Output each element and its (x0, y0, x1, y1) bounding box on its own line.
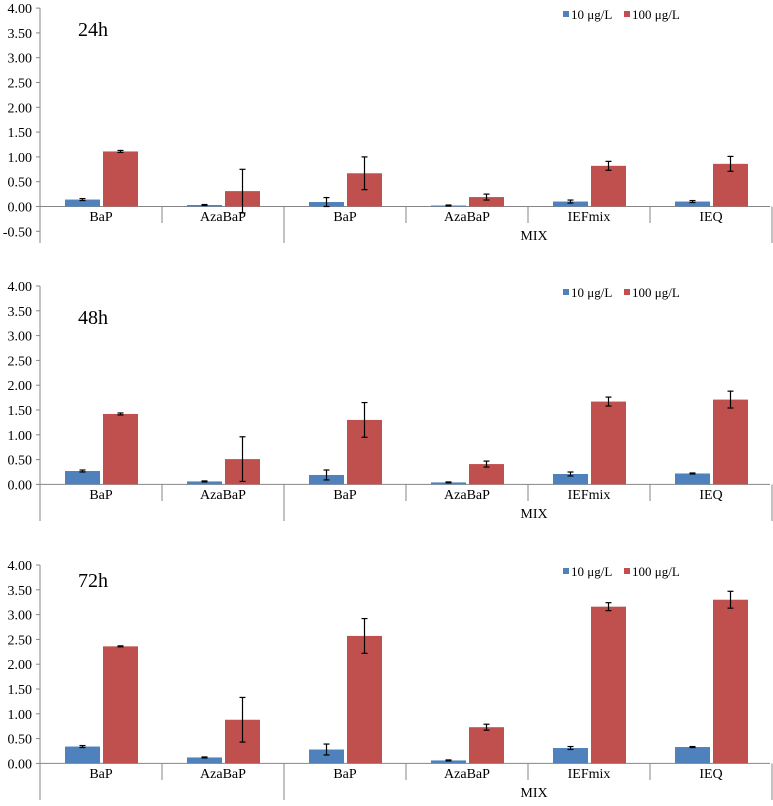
category-label: AzaBaP (444, 210, 490, 225)
y-tick-label: 3.50 (8, 305, 33, 320)
bar-10-0 (65, 746, 100, 764)
bar-100-0 (103, 646, 138, 764)
y-tick-label: 2.00 (8, 379, 33, 394)
legend-swatch-100 (624, 289, 630, 295)
bar-10-1 (187, 757, 222, 764)
y-tick-label: 0.50 (8, 733, 33, 748)
y-tick-label: 2.00 (8, 101, 33, 116)
y-tick-label: 1.50 (8, 683, 33, 698)
y-tick-label: 3.50 (8, 27, 33, 42)
legend: 10 μg/L 100 μg/L (563, 564, 680, 579)
y-tick-label: 1.00 (8, 708, 33, 723)
y-tick-label: 0.00 (8, 757, 33, 772)
group-label-mix: MIX (520, 786, 547, 801)
legend-swatch-10 (563, 11, 569, 17)
y-tick-label: 2.50 (8, 77, 33, 92)
legend-swatch-100 (624, 568, 630, 574)
y-tick-label: 2.50 (8, 633, 33, 648)
category-label: BaP (89, 488, 113, 503)
bar-100-4 (591, 606, 626, 764)
bar-100-4 (591, 165, 626, 207)
group-label-mix: MIX (520, 507, 547, 522)
category-label: IEFmix (568, 210, 611, 225)
chart-panel-72h: 0.00 0.50 1.00 1.50 2.00 2.50 3.00 3.50 4.00 BaP A… (8, 559, 773, 801)
bar-100-0 (103, 413, 138, 485)
legend-label-10: 10 μg/L (571, 564, 612, 579)
chart-panel-48h: 0.00 0.50 1.00 1.50 2.00 2.50 3.00 3.50 4.00 BaP A… (8, 280, 773, 522)
legend-label-100: 100 μg/L (632, 7, 680, 22)
y-tick-label: 4.00 (8, 559, 33, 574)
panel-title: 48h (78, 307, 108, 329)
y-tick-label: 4.00 (8, 280, 33, 295)
category-label: IEQ (699, 767, 722, 782)
y-tick-label: 3.50 (8, 584, 33, 599)
category-label: BaP (333, 210, 357, 225)
bar-100-2 (347, 635, 382, 764)
y-tick-label: 0.00 (8, 478, 33, 493)
y-tick-label: 1.50 (8, 126, 33, 141)
bar-10-4 (553, 201, 588, 207)
y-tick-label: 0.00 (8, 201, 33, 216)
legend-swatch-10 (563, 289, 569, 295)
y-tick-label: 4.00 (8, 2, 33, 17)
legend-label-10: 10 μg/L (571, 285, 612, 300)
category-label: AzaBaP (200, 210, 246, 225)
category-label: IEFmix (568, 767, 611, 782)
legend-label-100: 100 μg/L (632, 285, 680, 300)
category-label: BaP (89, 767, 113, 782)
bar-100-0 (103, 151, 138, 207)
chart-panel-24h: -0.50 0.00 0.50 1.00 1.50 2.00 2.50 3.00 3.50 4.0… (3, 2, 773, 244)
y-tick-label: 1.00 (8, 429, 33, 444)
category-label: IEFmix (568, 488, 611, 503)
y-tick-label: 2.50 (8, 354, 33, 369)
legend-label-10: 10 μg/L (571, 7, 612, 22)
category-label: BaP (333, 488, 357, 503)
legend-swatch-100 (624, 11, 630, 17)
category-label: AzaBaP (200, 488, 246, 503)
group-label-mix: MIX (520, 229, 547, 244)
category-label: AzaBaP (444, 767, 490, 782)
category-label: AzaBaP (200, 767, 246, 782)
bar-10-3 (431, 760, 466, 764)
y-tick-label: 3.00 (8, 330, 33, 345)
y-tick-label: 3.00 (8, 52, 33, 67)
bar-10-0 (65, 199, 100, 207)
bar-10-5 (675, 201, 710, 207)
bar-10-4 (553, 748, 588, 764)
category-label: BaP (333, 767, 357, 782)
y-tick-label: 3.00 (8, 609, 33, 624)
bar-100-5 (713, 399, 748, 485)
category-label: IEQ (699, 210, 722, 225)
legend-swatch-10 (563, 568, 569, 574)
panel-title: 72h (78, 570, 108, 592)
bar-100-3 (469, 197, 504, 207)
legend: 10 μg/L 100 μg/L (563, 7, 680, 22)
legend-label-100: 100 μg/L (632, 564, 680, 579)
bar-100-5 (713, 599, 748, 764)
y-tick-label: 1.00 (8, 151, 33, 166)
category-label: IEQ (699, 488, 722, 503)
y-tick-label: 1.50 (8, 404, 33, 419)
category-label: AzaBaP (444, 488, 490, 503)
bar-10-5 (675, 473, 710, 485)
bar-100-3 (469, 464, 504, 485)
bar-10-1 (187, 481, 222, 485)
panel-title: 24h (78, 19, 108, 41)
bar-100-4 (591, 401, 626, 485)
y-tick-label: 0.50 (8, 176, 33, 191)
y-tick-label: -0.50 (3, 225, 32, 240)
bar-10-4 (553, 473, 588, 485)
y-tick-label: 2.00 (8, 658, 33, 673)
category-label: BaP (89, 210, 113, 225)
bar-10-5 (675, 747, 710, 764)
bar-100-3 (469, 727, 504, 764)
legend: 10 μg/L 100 μg/L (563, 285, 680, 300)
bar-10-2 (309, 749, 344, 764)
bar-10-0 (65, 471, 100, 485)
y-tick-label: 0.50 (8, 454, 33, 469)
